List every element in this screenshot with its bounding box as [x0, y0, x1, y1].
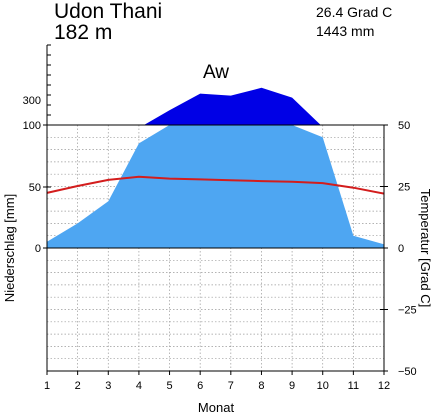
precipitation-area: [47, 87, 384, 248]
left-tick-label: 0: [35, 243, 41, 255]
right-tick-label: 25: [398, 182, 410, 194]
right-tick-label: 0: [398, 243, 404, 255]
x-tick-label: 6: [197, 380, 203, 392]
x-tick-label: 2: [75, 380, 81, 392]
axes: [43, 44, 388, 375]
right-tick-label: −25: [398, 305, 417, 317]
left-tick-label: 300: [23, 95, 41, 107]
x-tick-label: 8: [258, 380, 264, 392]
x-tick-label: 12: [378, 380, 390, 392]
x-tick-label: 3: [105, 380, 111, 392]
right-tick-label: 50: [398, 120, 410, 132]
temperature-series: [46, 175, 385, 195]
station-name: Udon Thani: [54, 0, 162, 23]
left-tick-label: 100: [23, 120, 41, 132]
climate-class: Aw: [203, 62, 229, 83]
annual-precipitation: 1443 mm: [316, 23, 374, 39]
x-axis-label: Monat: [198, 400, 235, 415]
x-tick-label: 9: [289, 380, 295, 392]
temperature-line: [46, 175, 385, 195]
precipitation-area-normal: [47, 125, 384, 248]
x-tick-label: 1: [44, 380, 50, 392]
precipitation-area-humid: [144, 87, 321, 125]
x-tick-label: 5: [166, 380, 172, 392]
mean-temperature: 26.4 Grad C: [316, 4, 392, 20]
right-axis-label: Temperatur [Grad C]: [418, 189, 433, 308]
x-tick-label: 4: [136, 380, 142, 392]
x-tick-label: 7: [228, 380, 234, 392]
left-axis-label: Niederschlag [mm]: [2, 194, 17, 302]
station-elevation: 182 m: [54, 21, 112, 44]
x-tick-label: 10: [317, 380, 329, 392]
x-tick-label: 11: [348, 380, 359, 392]
left-tick-label: 50: [29, 182, 41, 194]
right-tick-label: −50: [398, 366, 417, 378]
